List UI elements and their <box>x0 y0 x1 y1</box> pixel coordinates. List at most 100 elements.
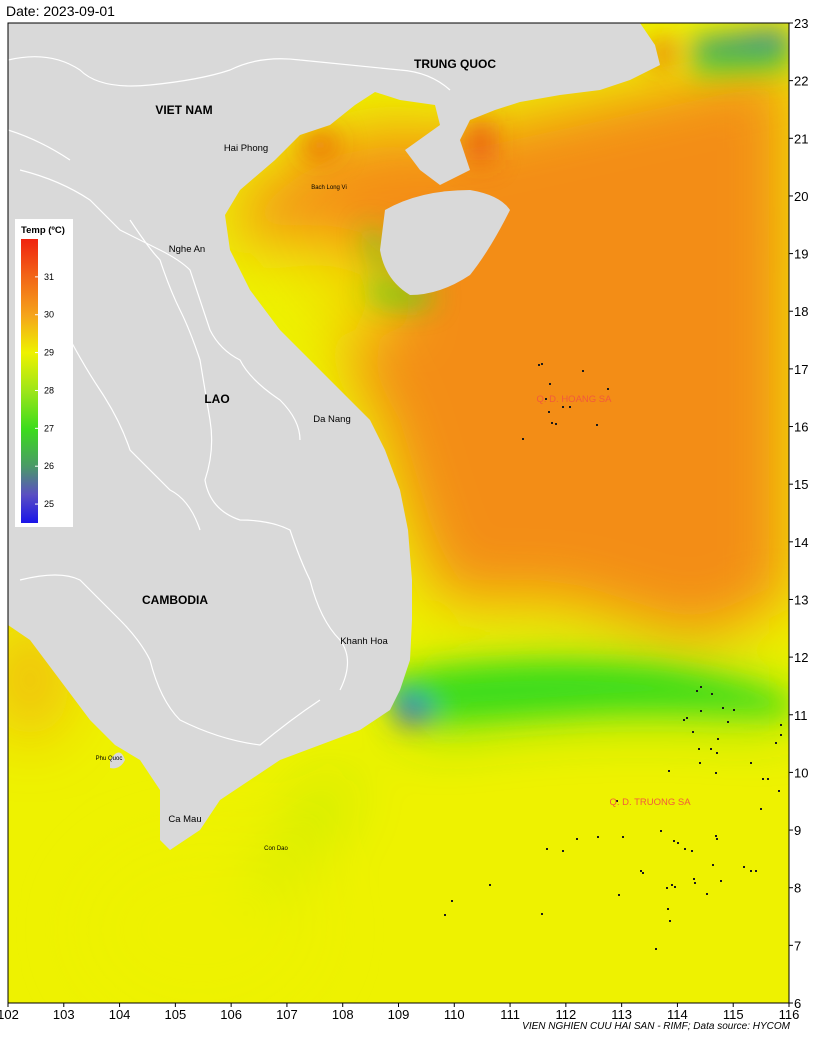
island-marker <box>640 870 642 872</box>
lat-tick-label: 17 <box>794 362 808 377</box>
lat-tick-label: 16 <box>794 420 808 435</box>
lon-tick-label: 102 <box>0 1007 19 1022</box>
island-marker <box>616 800 618 802</box>
island-marker <box>655 948 657 950</box>
island-marker <box>711 693 713 695</box>
label-hoang-sa: Q. D. HOANG SA <box>537 394 613 405</box>
island-marker <box>674 886 676 888</box>
lon-tick-label: 109 <box>388 1007 410 1022</box>
lon-tick-label: 115 <box>723 1007 744 1022</box>
island-marker <box>775 742 777 744</box>
island-marker <box>694 882 696 884</box>
lat-tick-label: 12 <box>794 650 808 665</box>
island-marker <box>696 690 698 692</box>
island-marker <box>551 422 553 424</box>
island-marker <box>722 707 724 709</box>
island-marker <box>596 424 598 426</box>
island-marker <box>720 880 722 882</box>
lat-tick-label: 10 <box>794 765 808 780</box>
island-marker <box>673 840 675 842</box>
island-marker <box>622 836 624 838</box>
lon-tick-label: 112 <box>555 1007 576 1022</box>
lon-tick-label: 104 <box>109 1007 131 1022</box>
island-marker <box>716 838 718 840</box>
legend-tick-label: 28 <box>44 385 54 395</box>
island-marker <box>562 850 564 852</box>
island-marker <box>684 848 686 850</box>
lat-tick-label: 19 <box>794 247 808 262</box>
island-marker <box>562 406 564 408</box>
island-marker <box>677 842 679 844</box>
island-marker <box>710 748 712 750</box>
island-marker <box>700 710 702 712</box>
legend-title: Temp (ºC) <box>21 225 65 236</box>
island-marker <box>569 406 571 408</box>
label-vietnam: VIET NAM <box>155 103 212 117</box>
island-marker <box>760 808 762 810</box>
island-marker <box>716 752 718 754</box>
island-marker <box>669 920 671 922</box>
label-cambodia: CAMBODIA <box>142 593 208 607</box>
lon-tick-label: 110 <box>444 1007 465 1022</box>
lon-tick-label: 114 <box>667 1007 688 1022</box>
lon-tick-label: 103 <box>53 1007 75 1022</box>
island-marker <box>780 724 782 726</box>
legend-tick-label: 26 <box>44 461 54 471</box>
lat-tick-label: 15 <box>794 477 808 492</box>
lat-tick-label: 23 <box>794 16 808 31</box>
island-marker <box>451 900 453 902</box>
island-marker <box>706 893 708 895</box>
legend-colorbar <box>21 239 38 523</box>
lat-tick-label: 11 <box>794 708 808 723</box>
legend-tick-label: 30 <box>44 310 54 320</box>
island-marker <box>618 894 620 896</box>
longitude-axis: 102 103 104 105 106 107 108 109 110 111 112 113 114 1… <box>0 1003 799 1022</box>
island-marker <box>597 836 599 838</box>
island-marker <box>715 835 717 837</box>
lat-tick-label: 6 <box>794 996 801 1011</box>
island-marker <box>762 778 764 780</box>
island-marker <box>750 762 752 764</box>
island-marker <box>743 866 745 868</box>
island-marker <box>541 363 543 365</box>
island-marker <box>444 914 446 916</box>
island-marker <box>607 388 609 390</box>
island-marker <box>693 878 695 880</box>
island-marker <box>733 709 735 711</box>
label-truong-sa: Q. D. TRUONG SA <box>609 797 691 808</box>
legend-tick-label: 29 <box>44 348 54 358</box>
island-marker <box>700 686 702 688</box>
lat-tick-label: 20 <box>794 189 808 204</box>
label-hai-phong: Hai Phong <box>224 143 268 154</box>
island-marker <box>717 738 719 740</box>
latitude-axis: 6 7 8 9 10 11 12 13 14 15 16 17 18 19 20 21 22 23 <box>789 16 808 1011</box>
date-label: Date: 2023-09-01 <box>6 3 115 19</box>
land-masses <box>8 23 660 850</box>
island-marker <box>715 772 717 774</box>
island-marker <box>667 908 669 910</box>
island-marker <box>671 884 673 886</box>
island-marker <box>642 872 644 874</box>
lat-tick-label: 14 <box>794 535 808 550</box>
lon-tick-label: 116 <box>779 1007 800 1022</box>
island-marker <box>686 717 688 719</box>
island-marker <box>698 748 700 750</box>
island-marker <box>666 887 668 889</box>
lon-tick-label: 107 <box>276 1007 298 1022</box>
lat-tick-label: 21 <box>794 131 808 146</box>
island-marker <box>699 762 701 764</box>
island-marker <box>489 884 491 886</box>
island-marker <box>668 770 670 772</box>
island-marker <box>582 370 584 372</box>
island-marker <box>691 850 693 852</box>
label-phu-quoc: Phu Quoc <box>96 756 123 762</box>
island-marker <box>767 778 769 780</box>
label-nghe-an: Nghe An <box>169 244 205 255</box>
island-marker <box>555 423 557 425</box>
label-laos: LAO <box>204 392 229 406</box>
lat-tick-label: 9 <box>794 823 801 838</box>
island-marker <box>576 838 578 840</box>
legend-tick-label: 25 <box>44 499 54 509</box>
island-marker <box>545 398 547 400</box>
